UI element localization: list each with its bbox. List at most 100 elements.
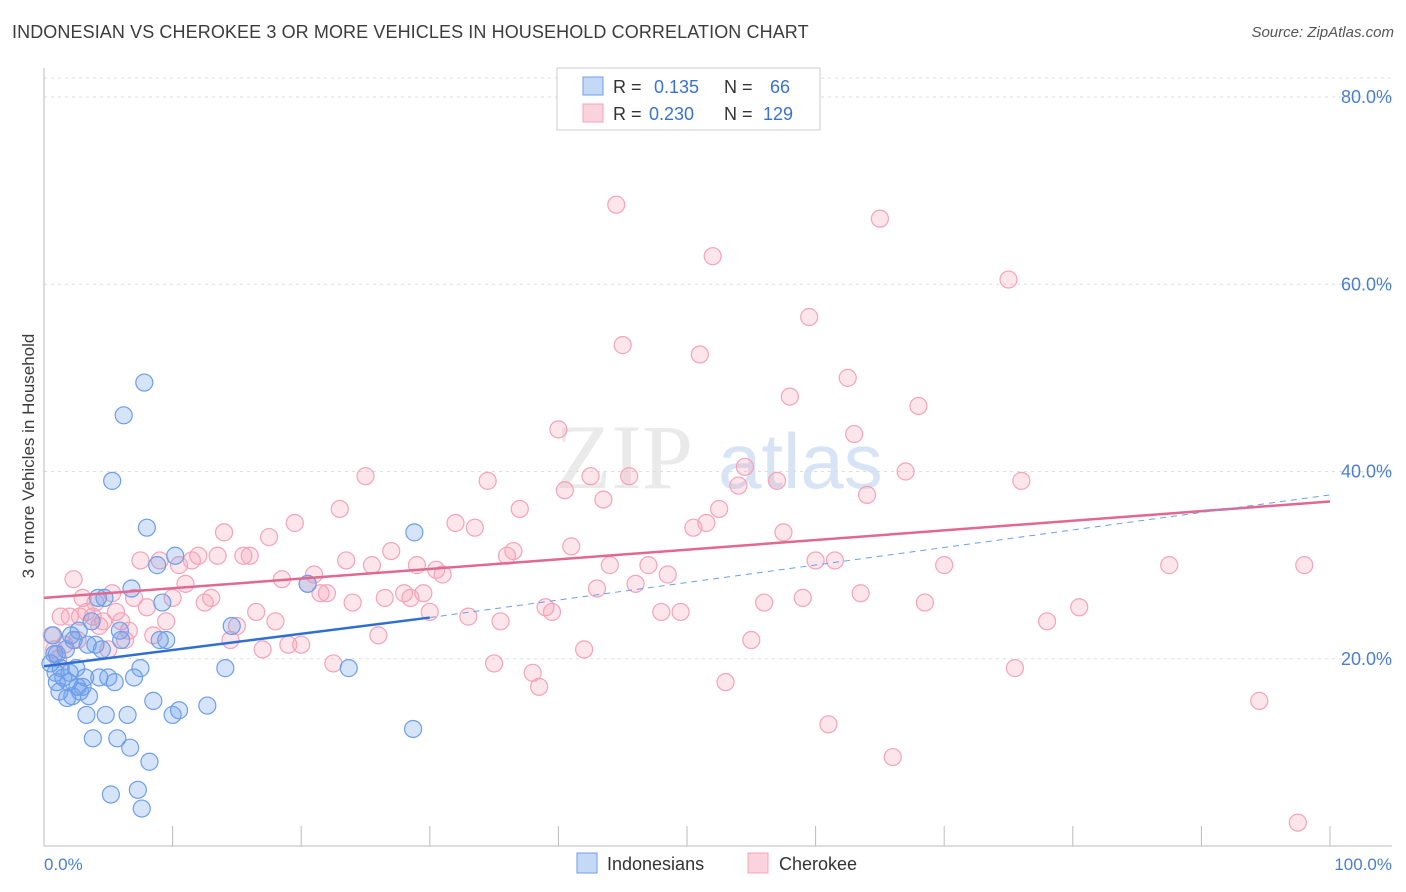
- cherokee-point: [671, 602, 690, 622]
- cherokee-point: [64, 570, 83, 589]
- indonesian-point: [112, 630, 131, 650]
- cherokee-point: [324, 654, 343, 673]
- cherokee-point: [382, 541, 401, 561]
- indonesian-point: [68, 677, 87, 696]
- indonesian-point: [153, 593, 172, 612]
- cherokee-point: [703, 247, 722, 266]
- cherokee-points: [42, 195, 1314, 832]
- legend-n-label-2: N =: [724, 104, 753, 124]
- cherokee-point: [755, 593, 774, 612]
- cherokee-point: [870, 209, 890, 228]
- cherokee-trend-line: [43, 500, 1331, 600]
- cherokee-point: [819, 715, 838, 734]
- indonesian-point: [198, 696, 217, 715]
- indonesian-point: [222, 616, 241, 636]
- y-tick-label: 40.0%: [1341, 462, 1392, 482]
- cherokee-point: [851, 584, 870, 603]
- cherokee-point: [549, 420, 568, 439]
- cherokee-point: [555, 481, 574, 500]
- cherokee-point: [478, 471, 497, 490]
- legend-r-label-2: R =: [613, 104, 642, 124]
- legend-n-label-1: N =: [724, 77, 753, 97]
- y-tick-label: 60.0%: [1341, 274, 1392, 294]
- indonesian-point: [46, 663, 65, 682]
- cherokee-point: [234, 546, 253, 565]
- cherokee-point: [735, 457, 754, 476]
- indonesian-point: [118, 705, 137, 725]
- y-tick-label: 80.0%: [1341, 87, 1392, 107]
- cherokee-point: [330, 499, 349, 519]
- cherokee-point: [639, 556, 658, 575]
- cherokee-point: [115, 630, 135, 650]
- cherokee-point: [485, 654, 504, 673]
- cherokee-point: [285, 513, 304, 533]
- cherokee-point: [600, 556, 619, 575]
- cherokee-point: [292, 635, 311, 654]
- bottom-legend-label-indonesians: Indonesians: [607, 854, 704, 874]
- indonesian-point: [140, 752, 159, 771]
- cherokee-point: [157, 612, 176, 631]
- cherokee-point: [594, 490, 613, 509]
- cherokee-point: [742, 630, 761, 650]
- indonesian-point: [108, 729, 127, 748]
- chart-title: INDONESIAN VS CHEROKEE 3 OR MORE VEHICLE…: [12, 22, 809, 42]
- indonesian-point: [403, 719, 423, 739]
- y-tick-labels: 20.0% 40.0% 60.0% 80.0%: [1341, 87, 1392, 669]
- cherokee-point: [189, 546, 208, 565]
- indonesian-point: [405, 523, 424, 542]
- cherokee-point: [658, 565, 677, 584]
- indonesian-point: [77, 705, 96, 725]
- cherokee-point: [767, 471, 787, 490]
- cherokee-point: [227, 616, 246, 636]
- cherokee-point: [896, 462, 915, 481]
- cherokee-point: [697, 513, 716, 533]
- cherokee-point: [587, 579, 607, 598]
- cherokee-point: [607, 195, 626, 214]
- indonesians-trend-line: [43, 616, 430, 668]
- cherokee-point: [620, 467, 639, 486]
- cherokee-point: [375, 588, 394, 607]
- legend-r-value-2: 0.230: [649, 104, 694, 124]
- cherokee-point: [710, 499, 729, 519]
- cherokee-point: [131, 551, 150, 570]
- indonesian-point: [169, 701, 189, 720]
- indonesian-point: [76, 668, 95, 687]
- cherokee-point: [504, 541, 523, 561]
- y-tick-label: 20.0%: [1341, 649, 1392, 669]
- cherokee-point: [857, 485, 877, 505]
- indonesians-trend-extension: [429, 494, 1331, 619]
- indonesians-points: [41, 373, 424, 818]
- cherokee-point: [247, 602, 266, 622]
- cherokee-point: [414, 584, 433, 603]
- cherokee-point: [253, 640, 272, 659]
- series-legend: Indonesians Cherokee: [576, 852, 857, 874]
- cherokee-point: [259, 527, 279, 547]
- indonesian-point: [148, 556, 167, 575]
- source-label: Source: ZipAtlas.com: [1251, 24, 1394, 41]
- indonesian-point: [103, 471, 122, 490]
- cherokee-point: [369, 626, 388, 645]
- x-ticks: [43, 826, 1331, 846]
- cherokee-point: [491, 612, 510, 631]
- cherokee-point: [626, 574, 645, 593]
- cherokee-point: [266, 612, 285, 631]
- cherokee-point: [1295, 556, 1314, 575]
- legend-r-value-1: 0.135: [654, 77, 699, 97]
- cherokee-point: [542, 602, 562, 622]
- indonesian-point: [61, 626, 81, 645]
- indonesian-point: [82, 612, 101, 631]
- x-tick-label-min: 0.0%: [44, 855, 83, 874]
- cherokee-point: [317, 584, 337, 603]
- indonesian-point: [114, 406, 133, 425]
- cherokee-point: [356, 467, 375, 486]
- cherokee-point: [935, 556, 954, 575]
- cherokee-point: [1250, 691, 1269, 710]
- legend-swatch-indonesians: [582, 76, 604, 96]
- cherokee-point: [337, 551, 356, 570]
- cherokee-point: [909, 396, 928, 416]
- indonesian-point: [101, 785, 120, 804]
- cherokee-point: [562, 537, 581, 556]
- cherokee-point: [106, 602, 126, 622]
- y-axis-label: 3 or more Vehicles in Household: [19, 334, 38, 579]
